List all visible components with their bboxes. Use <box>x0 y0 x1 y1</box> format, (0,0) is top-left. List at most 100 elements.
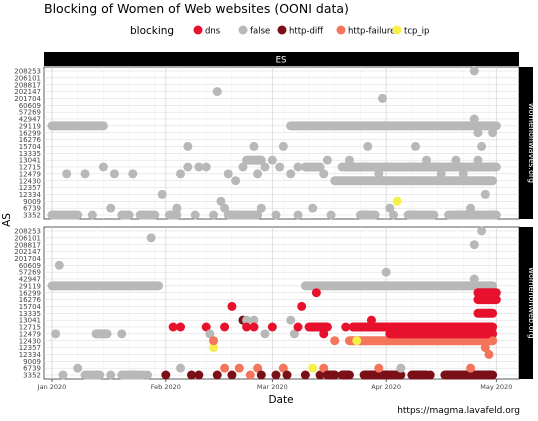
y-tick-label: 6739 <box>23 205 41 213</box>
point-false <box>194 162 204 172</box>
y-tick-label: 12479 <box>19 330 41 338</box>
point-false <box>80 169 90 179</box>
point-http-failure <box>319 363 329 373</box>
point-http-failure <box>253 363 263 373</box>
chart-title: Blocking of Women of Web websites (OONI … <box>44 1 349 16</box>
y-tick-label: 12357 <box>19 344 41 352</box>
y-tick-label: 12334 <box>19 351 42 359</box>
point-false <box>51 329 61 339</box>
y-tick-label: 3352 <box>23 212 41 220</box>
y-tick-label: 12357 <box>19 184 41 192</box>
point-false <box>275 162 285 172</box>
x-tick-label: Feb 2020 <box>151 383 181 391</box>
point-false <box>480 189 490 199</box>
y-tick-label: 3352 <box>23 372 41 380</box>
point-false <box>58 370 68 380</box>
facet-label: womenonwaves.org <box>527 103 536 183</box>
y-tick-label: 60609 <box>19 102 41 110</box>
point-false <box>73 363 83 373</box>
point-false <box>286 315 296 325</box>
facet-label: womenonweb.org <box>527 267 536 338</box>
point-false <box>172 203 182 213</box>
y-tick-label: 57269 <box>19 109 41 117</box>
y-tick-label: 16299 <box>19 129 41 137</box>
legend: dns false http-diff http-failure tcp_ip <box>193 25 429 37</box>
point-false <box>477 226 487 236</box>
y-tick-label: 42947 <box>19 116 41 124</box>
y-tick-label: 208817 <box>14 81 41 89</box>
point-http-diff <box>187 370 197 380</box>
y-tick-label: 57269 <box>19 269 41 277</box>
point-tcp_ip <box>209 343 219 353</box>
y-tick-label: 12430 <box>19 337 41 345</box>
point-http-failure <box>278 363 288 373</box>
point-http-diff <box>271 370 281 380</box>
point-false <box>253 169 263 179</box>
x-axis-title: Date <box>268 394 293 406</box>
point-false <box>216 196 226 206</box>
panel-womenonweb.org: 3352673990091233412357124301247912715130… <box>14 226 536 380</box>
y-tick-label: 12715 <box>19 164 41 172</box>
point-false <box>469 240 479 250</box>
y-tick-label: 60609 <box>19 262 41 270</box>
point-dns <box>311 288 321 298</box>
point-false <box>469 114 479 124</box>
point-false <box>117 329 127 339</box>
point-false <box>183 141 193 151</box>
y-tick-label: 13041 <box>19 317 41 325</box>
point-false <box>344 155 354 165</box>
point-false <box>109 169 119 179</box>
point-http-diff <box>212 370 222 380</box>
point-dns <box>220 322 230 332</box>
y-tick-label: 202147 <box>14 248 41 256</box>
point-http-diff <box>194 370 204 380</box>
point-false <box>260 329 270 339</box>
point-false <box>319 169 329 179</box>
legend-swatch-http-failure <box>336 25 346 35</box>
y-tick-label: 12430 <box>19 177 41 185</box>
point-http-diff <box>161 370 171 380</box>
legend-swatch-http-diff <box>277 25 287 35</box>
point-false <box>451 155 461 165</box>
point-false <box>377 93 387 103</box>
point-http-failure <box>209 336 219 346</box>
point-http-diff <box>315 370 325 380</box>
point-tcp_ip <box>308 363 318 373</box>
point-false <box>98 162 108 172</box>
point-http-failure <box>488 336 498 346</box>
point-false <box>249 141 259 151</box>
y-tick-label: 208817 <box>14 241 41 249</box>
point-false <box>223 169 233 179</box>
point-false <box>374 169 384 179</box>
point-false <box>249 315 259 325</box>
y-tick-label: 42947 <box>19 276 41 284</box>
point-tcp_ip <box>392 196 402 206</box>
point-false <box>381 267 391 277</box>
point-false <box>466 203 476 213</box>
point-dns <box>176 322 186 332</box>
point-false <box>411 141 421 151</box>
point-false <box>278 141 288 151</box>
point-false <box>242 315 252 325</box>
point-false <box>106 203 116 213</box>
point-dns <box>201 322 211 332</box>
point-dns <box>249 322 259 332</box>
point-false <box>267 155 277 165</box>
legend-label-http-failure: http-failure <box>348 27 395 37</box>
point-http-diff <box>300 370 310 380</box>
point-false <box>422 155 432 165</box>
strip-header <box>44 52 519 66</box>
legend-swatch-dns <box>193 25 203 35</box>
y-tick-label: 15704 <box>19 143 42 151</box>
point-false <box>62 169 72 179</box>
y-tick-label: 13335 <box>19 150 41 158</box>
point-false <box>176 169 186 179</box>
y-axis-title: AS <box>1 213 13 227</box>
point-http-diff <box>227 370 237 380</box>
y-tick-label: 208253 <box>14 68 41 76</box>
point-false <box>209 210 219 220</box>
strip-label: ES <box>276 56 287 66</box>
point-http-failure <box>220 363 230 373</box>
point-dns <box>388 322 398 332</box>
